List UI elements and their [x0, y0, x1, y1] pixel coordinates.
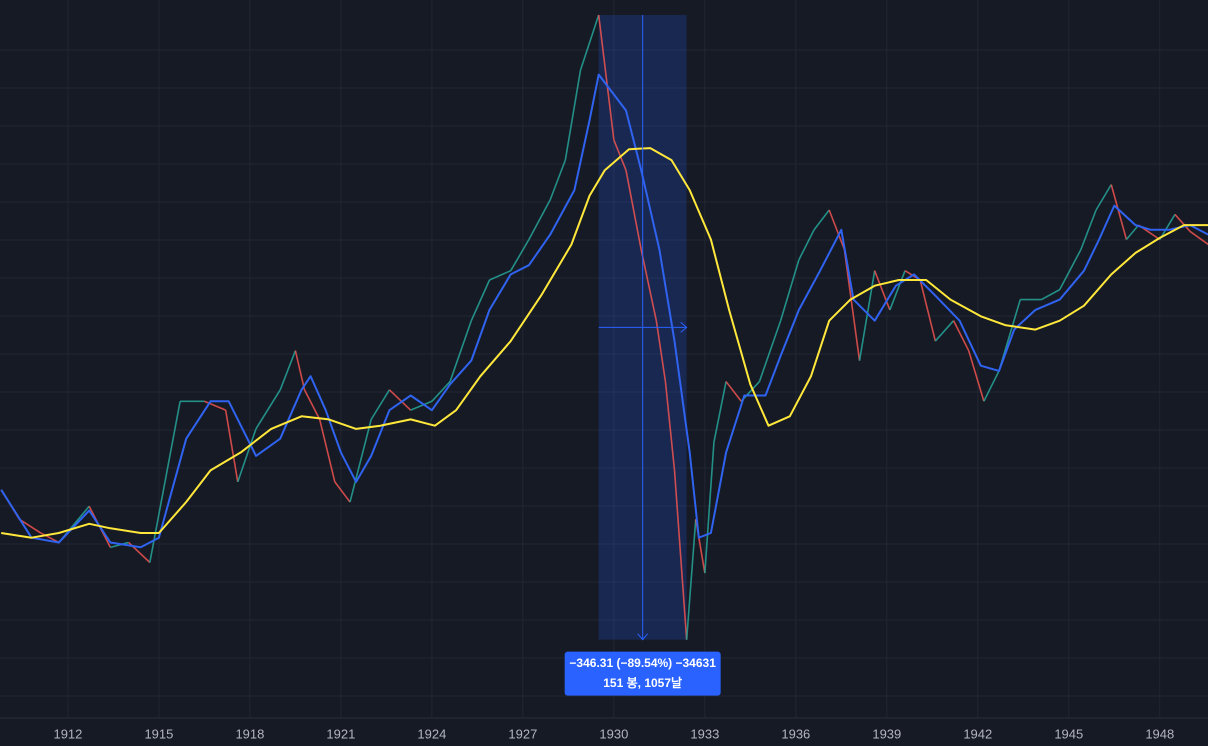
price-segment — [564, 69, 582, 161]
price-segment — [410, 400, 433, 411]
price-segment — [1159, 214, 1176, 240]
price-segment — [673, 470, 688, 640]
x-tick-label: 1927 — [508, 726, 537, 741]
price-segment — [873, 270, 891, 311]
x-tick-label: 1933 — [690, 726, 719, 741]
price-segment — [713, 381, 727, 443]
ma-line — [1, 147, 1208, 539]
price-segment — [449, 320, 473, 382]
price-segment — [813, 209, 830, 231]
x-tick-label: 1939 — [872, 726, 901, 741]
price-segment — [889, 270, 906, 311]
measure-text: −346.31 (−89.54%) −34631 — [569, 656, 716, 670]
price-segment — [579, 14, 600, 71]
price-segment — [528, 199, 551, 240]
measure-v-head — [637, 633, 649, 641]
price-segment — [224, 410, 239, 483]
price-segment — [934, 320, 955, 342]
x-tick-label: 1915 — [144, 726, 173, 741]
price-segment — [952, 320, 970, 352]
x-tick-label: 1921 — [326, 726, 355, 741]
price-segment — [613, 139, 627, 171]
price-segment — [779, 259, 800, 321]
x-tick-label: 1945 — [1054, 726, 1083, 741]
price-segment — [843, 249, 861, 361]
measure-text: 151 봉, 1057날 — [603, 676, 682, 690]
price-segment — [18, 518, 42, 534]
price-segment — [204, 400, 226, 411]
price-segment — [664, 381, 676, 471]
price-segment — [1110, 184, 1128, 240]
x-tick-label: 1912 — [53, 726, 82, 741]
x-tick-label: 1924 — [417, 726, 446, 741]
x-tick-label: 1942 — [963, 726, 992, 741]
x-tick-label: 1948 — [1145, 726, 1174, 741]
measure-h-head — [680, 321, 688, 333]
price-segment — [919, 279, 937, 342]
price-segment — [967, 350, 985, 402]
price-segment — [334, 481, 351, 503]
price-segment — [1189, 230, 1208, 246]
price-segment — [640, 249, 658, 321]
price-segment — [1125, 224, 1140, 241]
price-segment — [149, 481, 166, 563]
ma-line — [0, 73, 1208, 549]
price-segment — [685, 519, 697, 640]
price-segment — [388, 389, 412, 411]
price-segment — [983, 370, 1000, 402]
price-segment — [1174, 213, 1191, 232]
price-segment — [1041, 288, 1061, 301]
price-segment — [1058, 249, 1082, 290]
price-segment — [164, 401, 181, 483]
price-segment — [303, 389, 321, 420]
x-tick-label: 1930 — [599, 726, 628, 741]
price-segment — [828, 209, 846, 250]
price-segment — [318, 419, 336, 483]
price-segment — [489, 269, 512, 281]
price-segment — [858, 270, 876, 361]
price-segment — [237, 428, 257, 483]
price-segment — [725, 381, 742, 402]
price-segment — [798, 229, 815, 261]
price-segment — [1095, 184, 1112, 211]
price-segment — [431, 381, 451, 402]
price-segment — [470, 279, 491, 321]
price-segment — [625, 170, 642, 250]
price-segment — [294, 350, 306, 391]
x-tick-label: 1918 — [235, 726, 264, 741]
price-segment — [349, 419, 373, 503]
price-segment — [370, 389, 391, 420]
price-segment — [510, 239, 530, 272]
price-segment — [655, 320, 667, 382]
price-segment — [704, 441, 715, 574]
price-segment — [1080, 209, 1097, 250]
price-segment — [597, 14, 615, 140]
measure-tooltip — [564, 651, 721, 696]
price-segment — [40, 532, 60, 544]
price-segment — [279, 350, 297, 391]
price-segment — [255, 389, 281, 430]
price-segment — [549, 159, 567, 201]
price-segment — [758, 320, 782, 382]
x-tick-label: 1936 — [781, 726, 810, 741]
